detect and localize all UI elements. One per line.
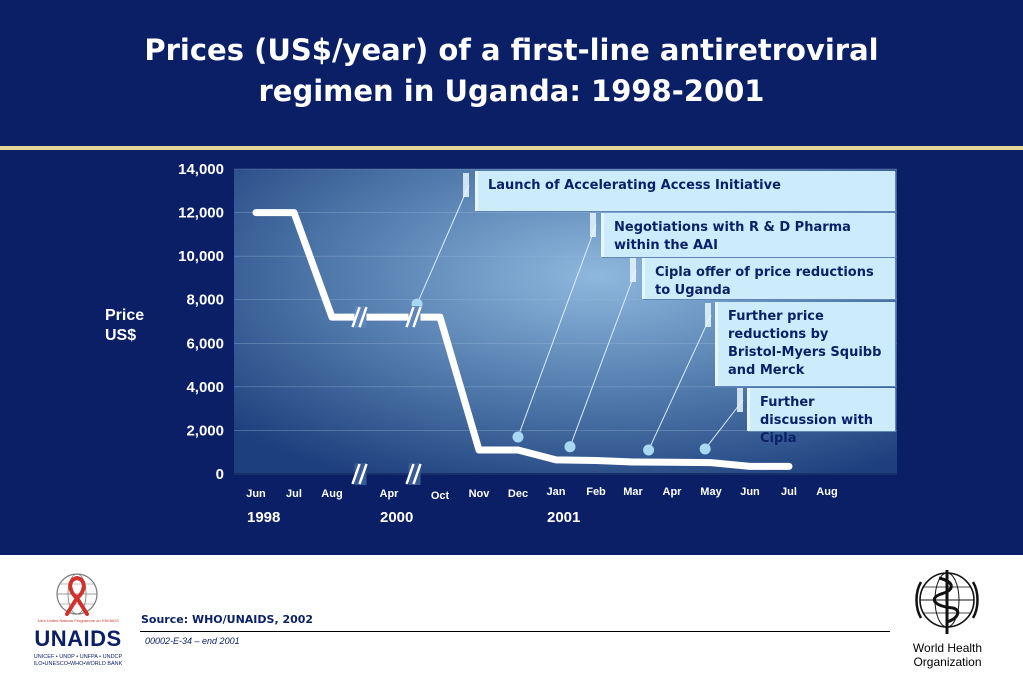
y-axis-label-line2: US$ [105,327,137,344]
who-name-line2: Organization [913,655,982,669]
who-emblem-logo [915,570,979,634]
year-label: 2001 [547,509,580,526]
annotation-marker [643,444,655,456]
callout-cipla-offer-text: Cipla offer of price reductions to Ugand… [655,265,874,298]
callout-tab [737,388,743,412]
axis-break-slash [358,306,368,328]
callout-rd-pharma: Negotiations with R & D Pharma within th… [601,213,895,257]
unaids-tagline: Joint United Nations Programme on HIV/AI… [37,618,119,623]
x-tick-label: Mar [623,486,643,498]
unaids-members-line1: UNICEF • UNDP • UNFPA • UNDCP [33,654,123,660]
x-tick-label: Jul [781,486,797,498]
unaids-wordmark: UNAIDS [34,626,122,651]
slide-title: Prices (US$/year) of a first-line antire… [0,30,1023,112]
axis-break-slash [405,306,415,328]
source-note: Source: WHO/UNAIDS, 2002 [141,613,314,626]
callout-leader-line [648,314,712,451]
unaids-members-line2: ILO•UNESCO•WHO•WORLD BANK [33,661,123,667]
callout-leader-line [704,399,744,450]
x-tick-label: Jun [740,486,760,498]
slide-title-line2: regimen in Uganda: 1998-2001 [258,74,765,108]
axis-break-slash [405,463,415,485]
title-divider [0,146,1023,150]
y-tick-label: 6,000 [186,335,224,352]
callout-leader-line [517,224,597,438]
who-name: World Health Organization [900,641,995,669]
callout-bms-merck-text: Further price reductions by Bristol-Myer… [728,309,882,378]
y-axis-label-line1: Price [105,307,145,324]
callout-cipla-offer: Cipla offer of price reductions to Ugand… [642,258,895,299]
x-tick-label: Feb [586,486,606,498]
x-tick-label: Jun [246,488,266,500]
footer-divider [140,631,890,632]
year-label: 2000 [380,509,413,526]
x-tick-label: Aug [816,486,837,498]
y-tick-label: 8,000 [186,292,224,309]
y-tick-label: 12,000 [178,205,224,222]
unaids-members: UNICEF • UNDP • UNFPA • UNDCP ILO•UNESCO… [26,654,130,668]
callout-leader-line [416,184,470,305]
callout-cipla-discussion: Further discussion with Cipla [747,388,895,446]
callout-tab [630,258,636,282]
price-series-line [252,209,793,470]
callout-aai-launch: Launch of Accelerating Access Initiative [475,171,895,211]
x-tick-label: Dec [508,488,528,500]
axis-break-slash [358,463,368,485]
x-tick-label: Jan [547,486,566,498]
y-tick-label: 4,000 [186,379,224,396]
x-tick-label: May [700,486,722,498]
y-axis-label: Price US$ [105,306,144,346]
y-tick-label: 2,000 [186,422,224,439]
year-label: 1998 [247,509,280,526]
callout-cipla-discussion-text: Further discussion with Cipla [760,395,874,446]
x-tick-label: Apr [663,486,683,498]
callout-leader-line [569,269,637,447]
x-tick-label: Jul [286,488,302,500]
y-tick-label: 10,000 [178,248,224,265]
axis-break-slash [412,463,422,485]
x-tick-label: Nov [469,488,491,500]
y-tick-label: 14,000 [178,161,224,178]
callout-tab [463,173,469,197]
x-tick-label: Oct [431,490,450,502]
slide-title-line1: Prices (US$/year) of a first-line antire… [144,33,879,67]
callout-rd-pharma-text: Negotiations with R & D Pharma within th… [614,220,851,253]
callout-tab [705,303,711,327]
callout-bms-merck: Further price reductions by Bristol-Myer… [715,302,895,386]
unaids-ribbon-logo [56,573,98,616]
axis-break-slash [351,463,361,485]
annotation-marker [564,441,576,453]
annotation-marker [699,443,711,455]
axis-break-slash [412,306,422,328]
annotation-marker [512,431,524,443]
who-name-line1: World Health [912,641,983,655]
callout-tab [590,213,596,237]
y-tick-label: 0 [216,466,224,483]
x-tick-label: Aug [321,488,342,500]
x-tick-label: Apr [380,488,400,500]
callout-aai-launch-text: Launch of Accelerating Access Initiative [488,178,781,193]
document-reference: 00002-E-34 – end 2001 [145,636,240,646]
axis-break-slash [351,306,361,328]
